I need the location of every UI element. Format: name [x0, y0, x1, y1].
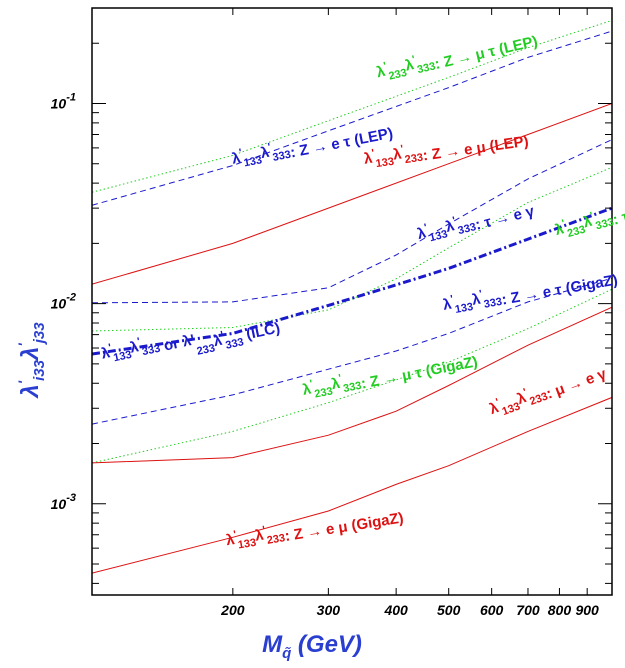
series-line-1 — [92, 19, 612, 193]
curve-annotation-6: λ'133λ'333: Z → e τ (GigaZ) — [441, 265, 619, 319]
curve-annotation-8: λ'233λ'333: Z → μ τ (GigaZ) — [301, 346, 479, 403]
series-line-5 — [92, 166, 612, 332]
series-line-7 — [92, 277, 612, 425]
series-line-10 — [92, 396, 612, 574]
plot-frame — [91, 7, 613, 596]
annotations-layer: λ'233λ'333: Z → μ τ (LEP) λ'133λ'333: Z →… — [99, 26, 625, 555]
x-tick-label: 800 — [548, 602, 572, 618]
series-line-3 — [92, 103, 612, 285]
y-axis-label: λ'i33λ'j33 — [15, 322, 48, 400]
curve-annotation-4: λ'133λ'333: τ → e γ — [415, 196, 537, 248]
curve-annotation-1: λ'233λ'333: Z → μ τ (LEP) — [374, 26, 539, 86]
x-tick-label: 400 — [383, 602, 408, 618]
x-tick-label: 900 — [575, 602, 599, 618]
series-line-4 — [92, 139, 612, 304]
series-line-6 — [92, 206, 612, 356]
x-tick-label: 200 — [220, 602, 245, 618]
y-tick-label: 10-2 — [51, 292, 76, 312]
series-line-8 — [92, 288, 612, 464]
x-tick-label: 700 — [516, 602, 540, 618]
y-tick-label: 10-1 — [51, 91, 76, 111]
ticks-layer: 200 300 400 500 600 700 800 900 10-3 10-2 10-1 — [51, 8, 612, 618]
curve-annotation-5: λ'233λ'333: τ → μ γ — [553, 189, 625, 243]
curve-annotation-10: λ'133λ'233: Z → e μ (GigaZ) — [225, 503, 405, 555]
y-tick-label: 10-3 — [51, 492, 76, 512]
series-line-2 — [92, 30, 612, 206]
x-tick-label: 300 — [317, 602, 341, 618]
curves-layer — [92, 19, 612, 574]
series-line-9 — [92, 306, 612, 464]
x-tick-label: 600 — [480, 602, 504, 618]
x-axis-label: Mq̃ (GeV) — [262, 631, 362, 662]
curve-annotation-9: λ'133λ'233: μ → e γ — [487, 358, 610, 422]
svg-text:λ'i33λ'j33: λ'i33λ'j33 — [15, 322, 48, 400]
curve-annotation-7: λ'133λ'333 or λ'233λ'333 (ILC) — [99, 307, 282, 378]
x-tick-label: 500 — [437, 602, 461, 618]
